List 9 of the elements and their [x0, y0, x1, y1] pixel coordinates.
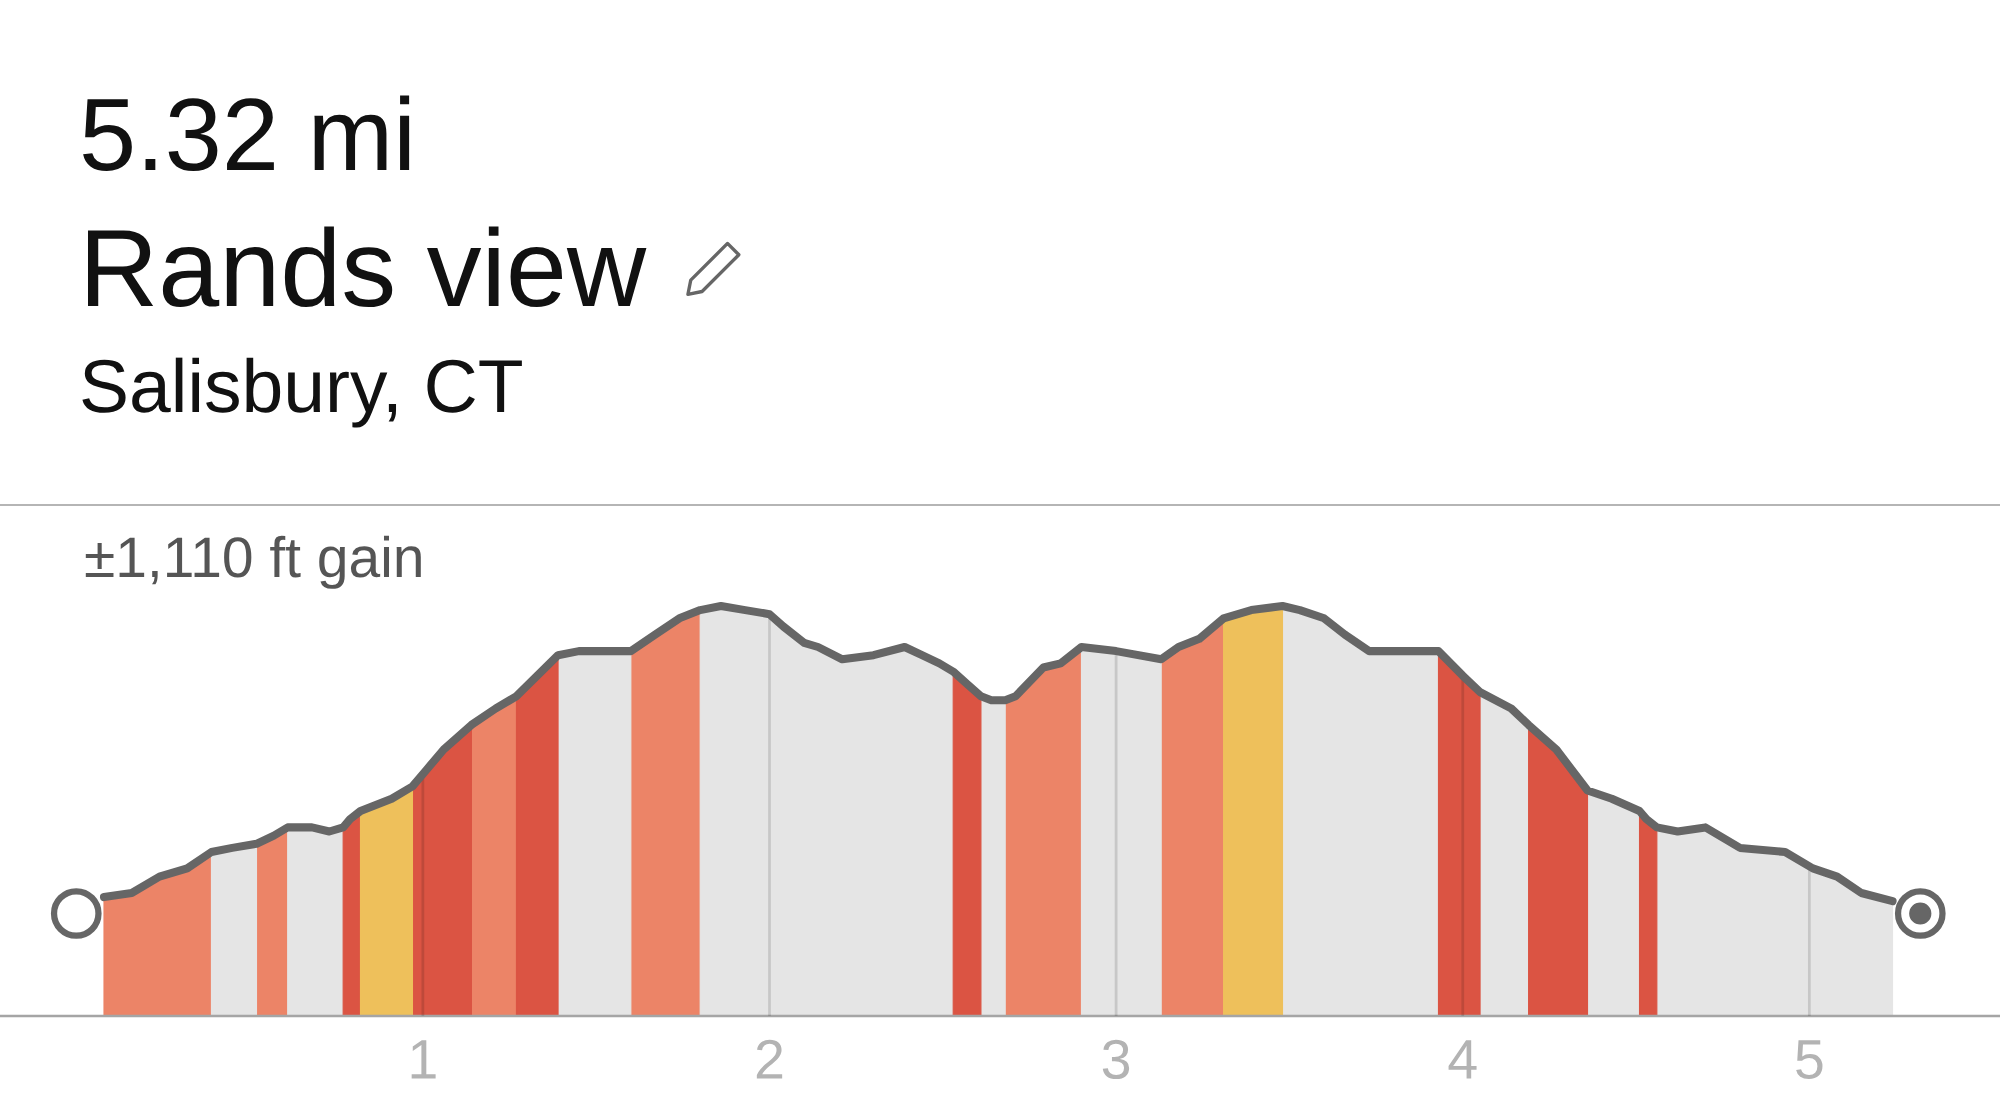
- chart-title: Rands view: [88, 226, 647, 308]
- text: 5.32 mi: [83, 95, 410, 172]
- chart-subtitle: Salisbury, CT: [82, 357, 522, 428]
- x-tick-label: 4: [1448, 1040, 1477, 1079]
- x-tick-label: 3: [1102, 1039, 1130, 1080]
- text: ±1,110 ft gain: [85, 535, 421, 589]
- x-tick-label: 5: [1796, 1040, 1823, 1080]
- x-tick-label: 1: [411, 1040, 436, 1079]
- x-tick-label: 2: [756, 1039, 783, 1079]
